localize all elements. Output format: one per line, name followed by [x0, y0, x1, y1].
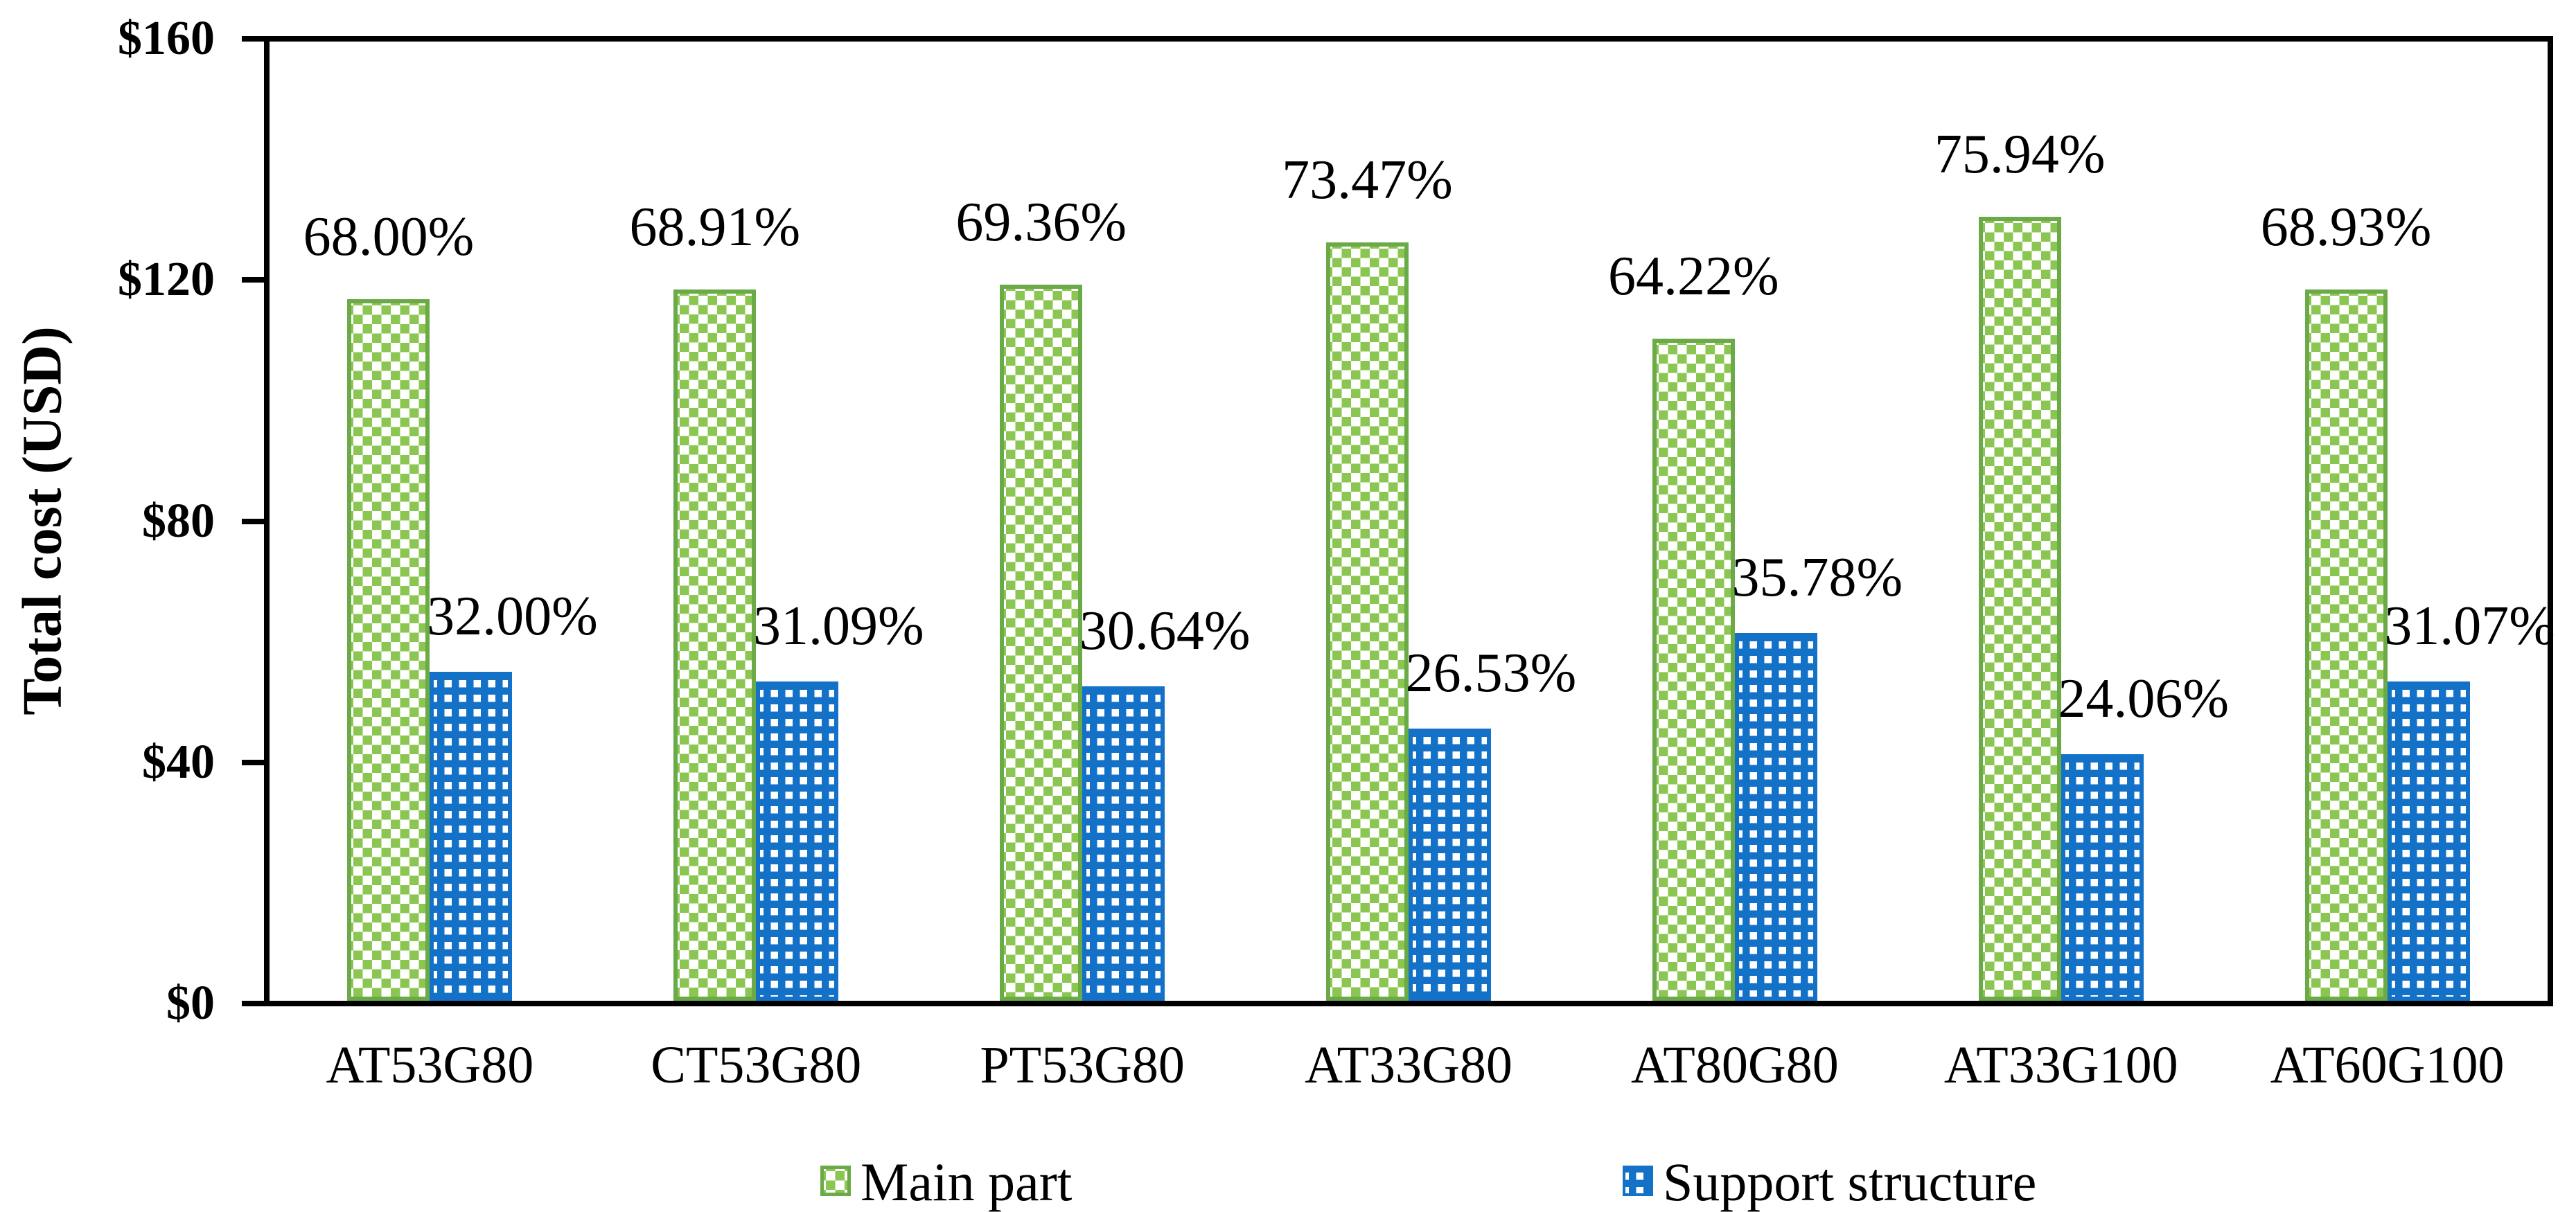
- data-label-support-AT60G100: 31.07%: [2384, 596, 2555, 657]
- data-label-main-PT53G80: 69.36%: [955, 192, 1127, 253]
- bar-main-AT33G80: [1326, 242, 1409, 1001]
- legend-label-main-part: Main part: [861, 1152, 1073, 1212]
- data-label-main-CT53G80: 68.91%: [629, 197, 801, 258]
- legend-swatch-support-structure: [1623, 1166, 1653, 1196]
- bar-main-AT80G80: [1652, 338, 1735, 1001]
- data-label-main-AT33G80: 73.47%: [1282, 150, 1453, 211]
- data-label-main-AT60G100: 68.93%: [2260, 197, 2432, 258]
- bar-main-AT53G80: [347, 299, 430, 1001]
- bar-main-PT53G80: [1000, 285, 1083, 1001]
- y-tick-mark-80: [242, 518, 264, 524]
- bar-main-CT53G80: [673, 289, 757, 1001]
- y-tick-mark-0: [242, 1001, 264, 1006]
- x-tick-label-PT53G80: PT53G80: [980, 1036, 1185, 1094]
- bar-support-AT33G80: [1409, 728, 1491, 1001]
- data-label-support-AT80G80: 35.78%: [1731, 546, 1903, 608]
- data-label-support-PT53G80: 30.64%: [1079, 600, 1251, 662]
- data-label-support-AT33G80: 26.53%: [1405, 642, 1577, 704]
- data-label-support-CT53G80: 31.09%: [752, 596, 924, 657]
- y-tick-label-80: $80: [142, 494, 215, 548]
- legend-swatch-main-part: [820, 1166, 851, 1196]
- bar-support-AT33G100: [2061, 754, 2144, 1001]
- bar-support-PT53G80: [1082, 686, 1165, 1001]
- x-tick-label-CT53G80: CT53G80: [651, 1036, 862, 1094]
- data-label-main-AT80G80: 64.22%: [1608, 245, 1779, 307]
- data-label-main-AT33G100: 75.94%: [1934, 123, 2106, 185]
- y-tick-mark-160: [242, 36, 264, 42]
- y-tick-label-160: $160: [118, 12, 215, 65]
- legend-label-support-structure: Support structure: [1663, 1152, 2037, 1212]
- data-label-support-AT53G80: 32.00%: [427, 586, 598, 648]
- y-tick-label-40: $40: [142, 735, 215, 789]
- x-tick-label-AT33G80: AT33G80: [1305, 1036, 1512, 1094]
- y-tick-label-0: $0: [166, 977, 215, 1030]
- x-tick-label-AT80G80: AT80G80: [1630, 1036, 1839, 1094]
- x-tick-label-AT33G100: AT33G100: [1943, 1036, 2178, 1094]
- y-tick-label-120: $120: [118, 253, 215, 307]
- x-tick-label-AT53G80: AT53G80: [326, 1036, 534, 1094]
- bar-main-AT33G100: [1978, 216, 2061, 1001]
- y-tick-mark-40: [242, 759, 264, 765]
- y-tick-mark-120: [242, 277, 264, 283]
- data-label-main-AT53G80: 68.00%: [303, 206, 475, 268]
- bar-support-AT60G100: [2387, 681, 2470, 1001]
- bar-main-AT60G100: [2304, 289, 2388, 1001]
- x-tick-label-AT60G100: AT60G100: [2270, 1036, 2505, 1094]
- data-label-support-AT33G100: 24.06%: [2058, 668, 2230, 730]
- bar-support-CT53G80: [756, 681, 839, 1001]
- bar-support-AT53G80: [430, 672, 513, 1001]
- bar-support-AT80G80: [1734, 632, 1817, 1001]
